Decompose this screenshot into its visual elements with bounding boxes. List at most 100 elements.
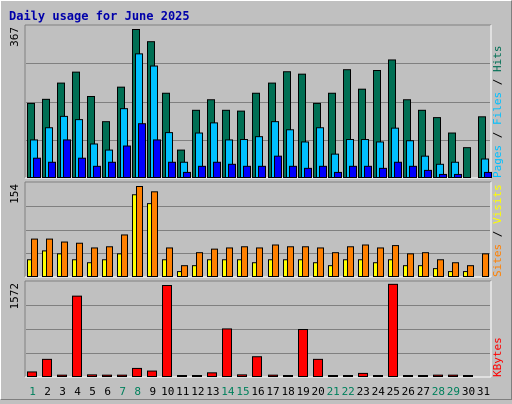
- day-label-15: 15: [236, 385, 249, 398]
- day-label-9: 9: [149, 385, 156, 398]
- day-label-16: 16: [251, 385, 264, 398]
- day-label-25: 25: [387, 385, 400, 398]
- bar-kbytes-day-9: [147, 370, 157, 378]
- legend-sites: Sites: [491, 244, 504, 277]
- bar-pages-day-26: [409, 165, 417, 178]
- bar-kbytes-day-27: [418, 375, 428, 377]
- bar-kbytes-day-14: [222, 328, 232, 377]
- bar-kbytes-day-2: [42, 358, 52, 378]
- legend-separator: /: [491, 72, 504, 92]
- bar-pages-day-1: [33, 157, 41, 178]
- bar-sites-day-14: [226, 247, 233, 277]
- bar-sites-day-10: [166, 247, 173, 277]
- day-label-4: 4: [74, 385, 81, 398]
- bar-pages-day-3: [63, 139, 71, 178]
- bar-kbytes-day-22: [343, 375, 353, 377]
- bar-kbytes-day-7: [117, 374, 127, 377]
- day-label-27: 27: [417, 385, 430, 398]
- bar-pages-day-23: [364, 165, 372, 178]
- chart-panels: 367 Pages / Files / Hits 154 Sites / Visits…: [8, 24, 504, 378]
- bar-sites-day-12: [196, 252, 203, 278]
- day-label-7: 7: [119, 385, 126, 398]
- bar-pages-day-27: [424, 169, 432, 179]
- bar-sites-day-27: [422, 252, 429, 278]
- legend-hits: Hits: [491, 46, 504, 73]
- bar-pages-day-21: [334, 171, 342, 178]
- bar-hits-day-30: [463, 147, 471, 178]
- legend-visits: Visits: [491, 184, 504, 224]
- bar-kbytes-day-24: [373, 375, 383, 377]
- bar-kbytes-day-18: [283, 375, 293, 377]
- bar-kbytes-day-29: [448, 374, 458, 377]
- bar-sites-day-11: [181, 265, 188, 278]
- bar-sites-day-3: [61, 241, 68, 277]
- bar-sites-day-1: [31, 238, 38, 278]
- day-label-31: 31: [477, 385, 490, 398]
- bar-kbytes-day-13: [207, 372, 217, 377]
- kbytes-panel: 1572 KBytes: [8, 280, 504, 378]
- bar-kbytes-day-17: [268, 374, 278, 377]
- bar-pages-day-19: [304, 167, 312, 179]
- day-label-21: 21: [327, 385, 340, 398]
- bar-kbytes-day-5: [87, 374, 97, 378]
- legend-pages: Pages: [491, 145, 504, 178]
- bar-kbytes-day-10: [162, 285, 172, 377]
- bar-sites-day-17: [272, 244, 279, 277]
- bar-pages-day-9: [153, 139, 161, 178]
- bar-sites-day-7: [121, 234, 128, 277]
- day-label-12: 12: [191, 385, 204, 398]
- bar-sites-day-19: [302, 246, 309, 277]
- bar-sites-day-9: [151, 191, 158, 277]
- bar-pages-day-4: [78, 157, 86, 178]
- legend-separator: /: [491, 224, 504, 244]
- day-label-22: 22: [342, 385, 355, 398]
- day-label-8: 8: [134, 385, 141, 398]
- bar-pages-day-29: [454, 173, 462, 178]
- bar-pages-day-16: [258, 165, 266, 178]
- day-label-29: 29: [447, 385, 460, 398]
- bar-kbytes-day-16: [252, 356, 262, 377]
- bar-sites-day-25: [392, 245, 399, 278]
- bar-pages-day-8: [138, 123, 146, 178]
- bar-kbytes-day-23: [358, 372, 368, 378]
- bar-pages-day-17: [274, 155, 282, 179]
- bar-sites-day-29: [452, 262, 459, 277]
- hits-files-pages-panel: 367 Pages / Files / Hits: [8, 24, 504, 179]
- bar-sites-day-18: [287, 246, 294, 277]
- visits-sites-legend: Sites / Visits: [491, 184, 504, 277]
- bar-sites-day-8: [136, 186, 143, 277]
- bar-kbytes-day-28: [433, 374, 443, 377]
- day-label-28: 28: [432, 385, 445, 398]
- bar-kbytes-day-26: [403, 375, 413, 377]
- bar-kbytes-day-4: [72, 295, 82, 377]
- bar-sites-day-21: [332, 252, 339, 278]
- kbytes-ymax-label: 1572: [8, 283, 21, 310]
- visits-sites-ymax-label: 154: [8, 184, 21, 204]
- bar-sites-day-20: [317, 247, 324, 277]
- bar-pages-day-18: [289, 165, 297, 178]
- bar-kbytes-day-6: [102, 374, 112, 377]
- day-label-11: 11: [176, 385, 189, 398]
- bar-kbytes-day-21: [328, 375, 338, 377]
- bar-pages-day-6: [108, 161, 116, 179]
- bar-kbytes-day-12: [192, 375, 202, 377]
- day-label-10: 10: [161, 385, 174, 398]
- day-label-18: 18: [281, 385, 294, 398]
- bar-kbytes-day-15: [237, 374, 247, 378]
- bar-pages-day-22: [349, 165, 357, 178]
- legend-kbytes: KBytes: [491, 337, 504, 377]
- bar-pages-day-24: [379, 167, 387, 179]
- day-label-13: 13: [206, 385, 219, 398]
- bar-pages-day-11: [183, 171, 191, 178]
- bar-sites-day-23: [362, 244, 369, 277]
- hits-files-pages-legend: Pages / Files / Hits: [491, 46, 504, 179]
- bar-sites-day-6: [106, 246, 113, 277]
- bar-pages-day-10: [168, 161, 176, 179]
- kbytes-legend: KBytes: [491, 337, 504, 377]
- bar-kbytes-day-3: [57, 374, 67, 377]
- bar-sites-day-2: [46, 238, 53, 278]
- bar-sites-day-22: [347, 246, 354, 277]
- bar-sites-day-15: [241, 246, 248, 277]
- bar-sites-day-26: [407, 253, 414, 277]
